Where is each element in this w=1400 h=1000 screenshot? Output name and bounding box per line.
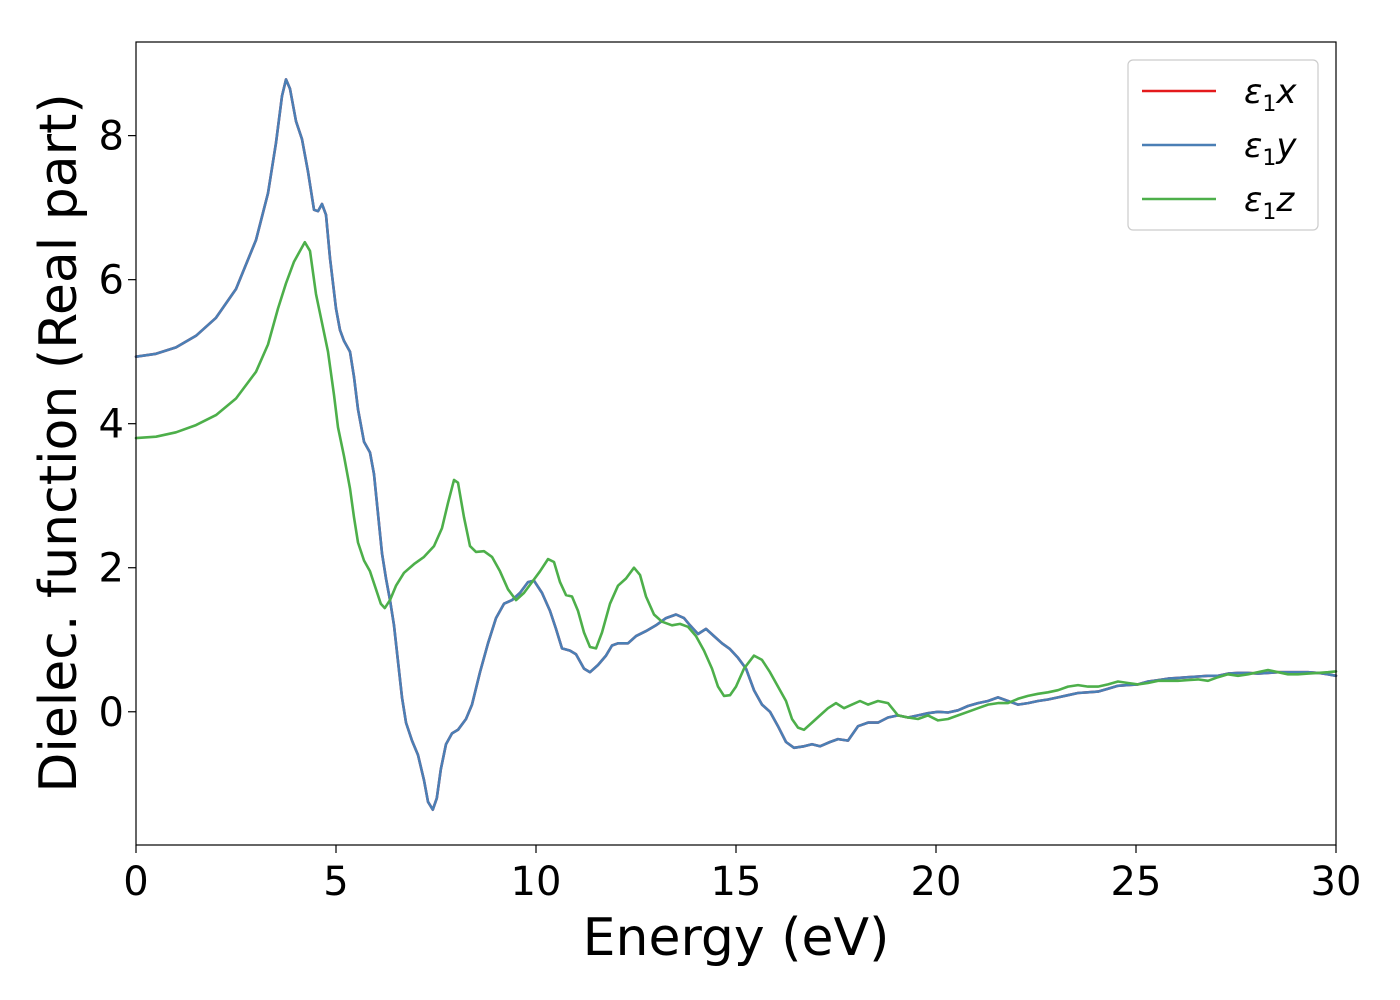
series-line-ε1z — [134, 240, 1338, 732]
x-tick-label: 30 — [1311, 859, 1362, 905]
legend-label-ε1x: ε1x — [1244, 72, 1297, 117]
legend: ε1x ε1y ε1z — [1127, 59, 1319, 231]
y-tick-label: 6 — [99, 258, 124, 304]
series-layer — [134, 78, 1338, 811]
y-tick-label: 8 — [99, 114, 124, 160]
y-tick-label: 0 — [99, 690, 124, 736]
x-tick-label: 5 — [323, 859, 348, 905]
legend-frame — [1127, 59, 1319, 231]
x-tick-label: 0 — [123, 859, 148, 905]
x-tick-label: 20 — [911, 859, 962, 905]
legend-label-ε1z: ε1z — [1244, 180, 1295, 225]
x-axis-label: Energy (eV) — [583, 908, 890, 968]
legend-label-ε1y: ε1y — [1244, 126, 1297, 171]
x-axis: 0 5 10 15 20 25 30 — [123, 845, 1361, 905]
y-tick-label: 2 — [99, 546, 124, 592]
y-tick-label: 4 — [99, 402, 124, 448]
x-tick-label: 25 — [1111, 859, 1162, 905]
series-line-ε1y — [134, 78, 1338, 811]
y-axis: 0 2 4 6 8 — [99, 114, 136, 736]
x-tick-label: 15 — [711, 859, 762, 905]
y-axis-label: Dielec. function (Real part) — [29, 93, 89, 792]
x-tick-label: 10 — [511, 859, 562, 905]
